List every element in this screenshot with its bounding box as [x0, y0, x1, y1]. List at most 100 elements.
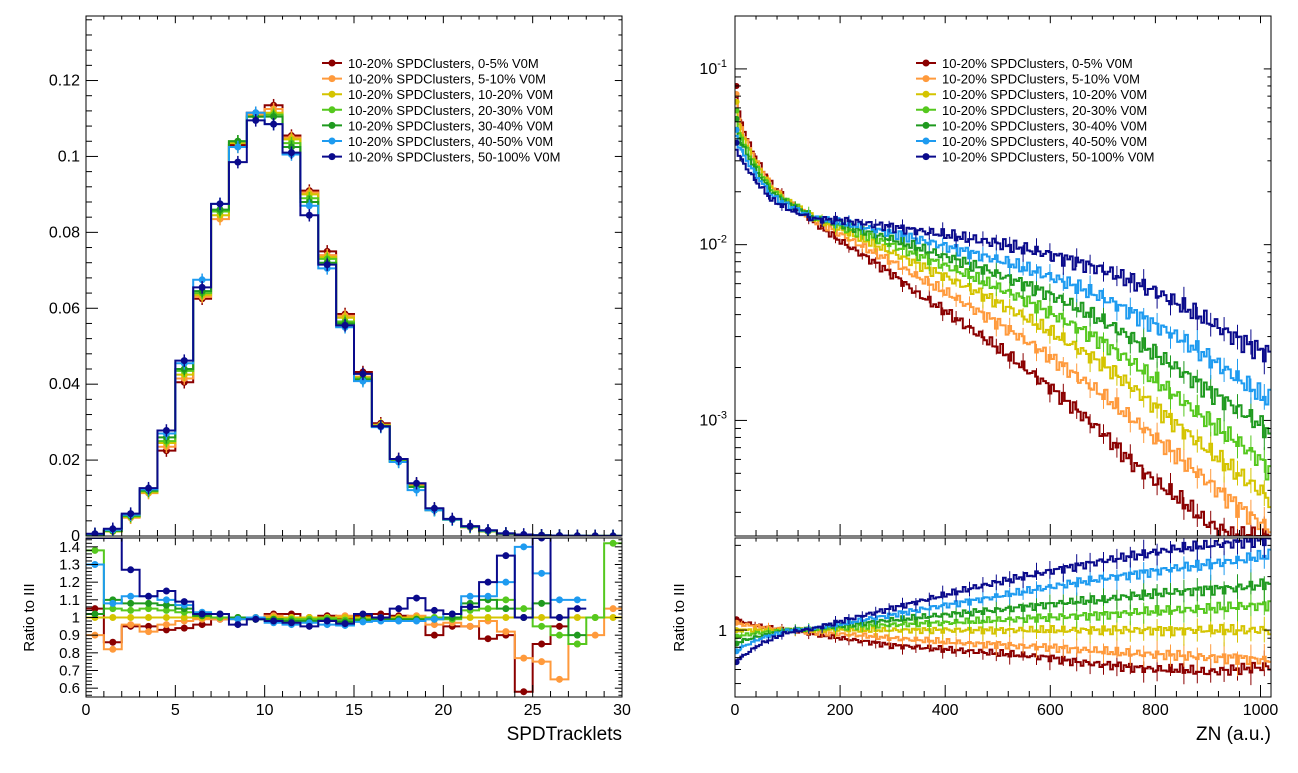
- legend-item: 10-20% SPDClusters, 30-40% V0M: [322, 118, 553, 133]
- legend-swatch-marker: [328, 106, 336, 114]
- data-point: [180, 624, 188, 632]
- data-point: [555, 532, 563, 536]
- data-point: [145, 484, 153, 492]
- data-point: [591, 631, 599, 639]
- series-4: [735, 115, 1271, 451]
- legend-item: 10-20% SPDClusters, 50-100% V0M: [322, 150, 560, 165]
- series-line: [735, 148, 1271, 363]
- data-point: [466, 622, 474, 630]
- data-point: [180, 614, 188, 621]
- series-5: [735, 126, 1271, 410]
- data-point: [395, 605, 403, 613]
- x-axis-0: [85, 16, 623, 536]
- data-point: [502, 614, 510, 621]
- legend-label: 10-20% SPDClusters, 50-100% V0M: [348, 150, 560, 165]
- data-point: [430, 504, 438, 512]
- y-tick-label: 0.9: [59, 627, 80, 644]
- data-point: [109, 599, 117, 607]
- data-point: [162, 606, 170, 614]
- data-point: [162, 614, 170, 621]
- data-point: [341, 620, 349, 628]
- data-point: [573, 605, 581, 613]
- data-point: [609, 614, 617, 621]
- data-point: [180, 357, 188, 365]
- x-tick-label: 10: [256, 702, 274, 719]
- data-point: [430, 631, 438, 639]
- x-tick-label: 15: [345, 702, 363, 719]
- data-point: [162, 426, 170, 434]
- data-point: [359, 377, 367, 385]
- data-point: [520, 614, 528, 621]
- data-point: [305, 211, 313, 219]
- legend-label: 10-20% SPDClusters, 30-40% V0M: [942, 118, 1147, 133]
- y-tick-label: 0.7: [59, 663, 80, 680]
- data-point: [377, 614, 385, 621]
- data-point: [502, 605, 510, 613]
- data-point: [234, 621, 242, 629]
- data-point: [198, 610, 206, 618]
- legend-label: 10-20% SPDClusters, 50-100% V0M: [942, 150, 1154, 165]
- legend-label: 10-20% SPDClusters, 5-10% V0M: [348, 72, 546, 87]
- data-point: [127, 614, 135, 621]
- data-point: [270, 113, 278, 121]
- series-line: [735, 110, 1271, 509]
- legend-swatch-marker: [922, 75, 930, 83]
- data-point: [270, 617, 278, 625]
- legend-item: 10-20% SPDClusters, 20-30% V0M: [916, 103, 1147, 118]
- data-point: [609, 532, 617, 536]
- x-axis-title: ZN (a.u.): [1196, 724, 1271, 745]
- data-point: [413, 617, 421, 625]
- x-axis-3: 0 200 400 600 800 1000 ZN (a.u.): [731, 538, 1279, 745]
- data-point: [735, 98, 740, 105]
- data-point: [127, 599, 135, 607]
- legend-label: 10-20% SPDClusters, 10-20% V0M: [348, 87, 553, 102]
- data-point: [109, 605, 117, 613]
- data-point: [127, 510, 135, 518]
- y-tick-label: 1.3: [59, 557, 80, 574]
- x-tick-label: 1000: [1243, 702, 1279, 719]
- data-point: [555, 622, 563, 630]
- data-point: [502, 596, 510, 604]
- legend-swatch-marker: [328, 121, 336, 129]
- data-point: [735, 648, 740, 655]
- legend-swatch-marker: [922, 121, 930, 129]
- legend-swatch-marker: [922, 153, 930, 161]
- data-point: [127, 606, 135, 614]
- data-point: [735, 115, 740, 122]
- series-line: [735, 102, 1271, 534]
- data-point: [127, 621, 135, 629]
- legend-item: 10-20% SPDClusters, 0-5% V0M: [916, 56, 1133, 71]
- legend-item: 10-20% SPDClusters, 50-100% V0M: [916, 150, 1154, 165]
- y-tick-label: 0.08: [49, 224, 80, 241]
- data-point: [735, 139, 740, 146]
- legend-item: 10-20% SPDClusters, 10-20% V0M: [322, 87, 553, 102]
- data-point: [555, 631, 563, 639]
- data-point: [430, 615, 438, 623]
- data-point: [413, 594, 421, 602]
- data-point: [234, 143, 242, 151]
- data-point: [109, 638, 117, 646]
- data-point: [413, 486, 421, 494]
- legend-label: 10-20% SPDClusters, 20-30% V0M: [942, 103, 1147, 118]
- series-line: [86, 119, 622, 536]
- data-point: [538, 569, 546, 577]
- legend-swatch-marker: [328, 153, 336, 161]
- series-line: [735, 96, 1271, 536]
- data-point: [573, 614, 581, 621]
- series-line: [735, 600, 1271, 639]
- legend-swatch-marker: [922, 106, 930, 114]
- y-tick-label: 0.6: [59, 680, 80, 697]
- data-point: [323, 617, 331, 625]
- y-axis-title-3: Ratio to III: [671, 583, 688, 651]
- y-tick-label: 0.12: [49, 73, 80, 90]
- data-point: [198, 621, 206, 629]
- data-point: [520, 605, 528, 613]
- data-point: [466, 592, 474, 600]
- y-tick-label: 1.1: [59, 592, 80, 609]
- legend-label: 10-20% SPDClusters, 10-20% V0M: [942, 87, 1147, 102]
- data-point: [538, 538, 546, 542]
- data-point: [502, 628, 510, 636]
- data-point: [735, 640, 740, 647]
- legend-label: 10-20% SPDClusters, 0-5% V0M: [942, 56, 1133, 71]
